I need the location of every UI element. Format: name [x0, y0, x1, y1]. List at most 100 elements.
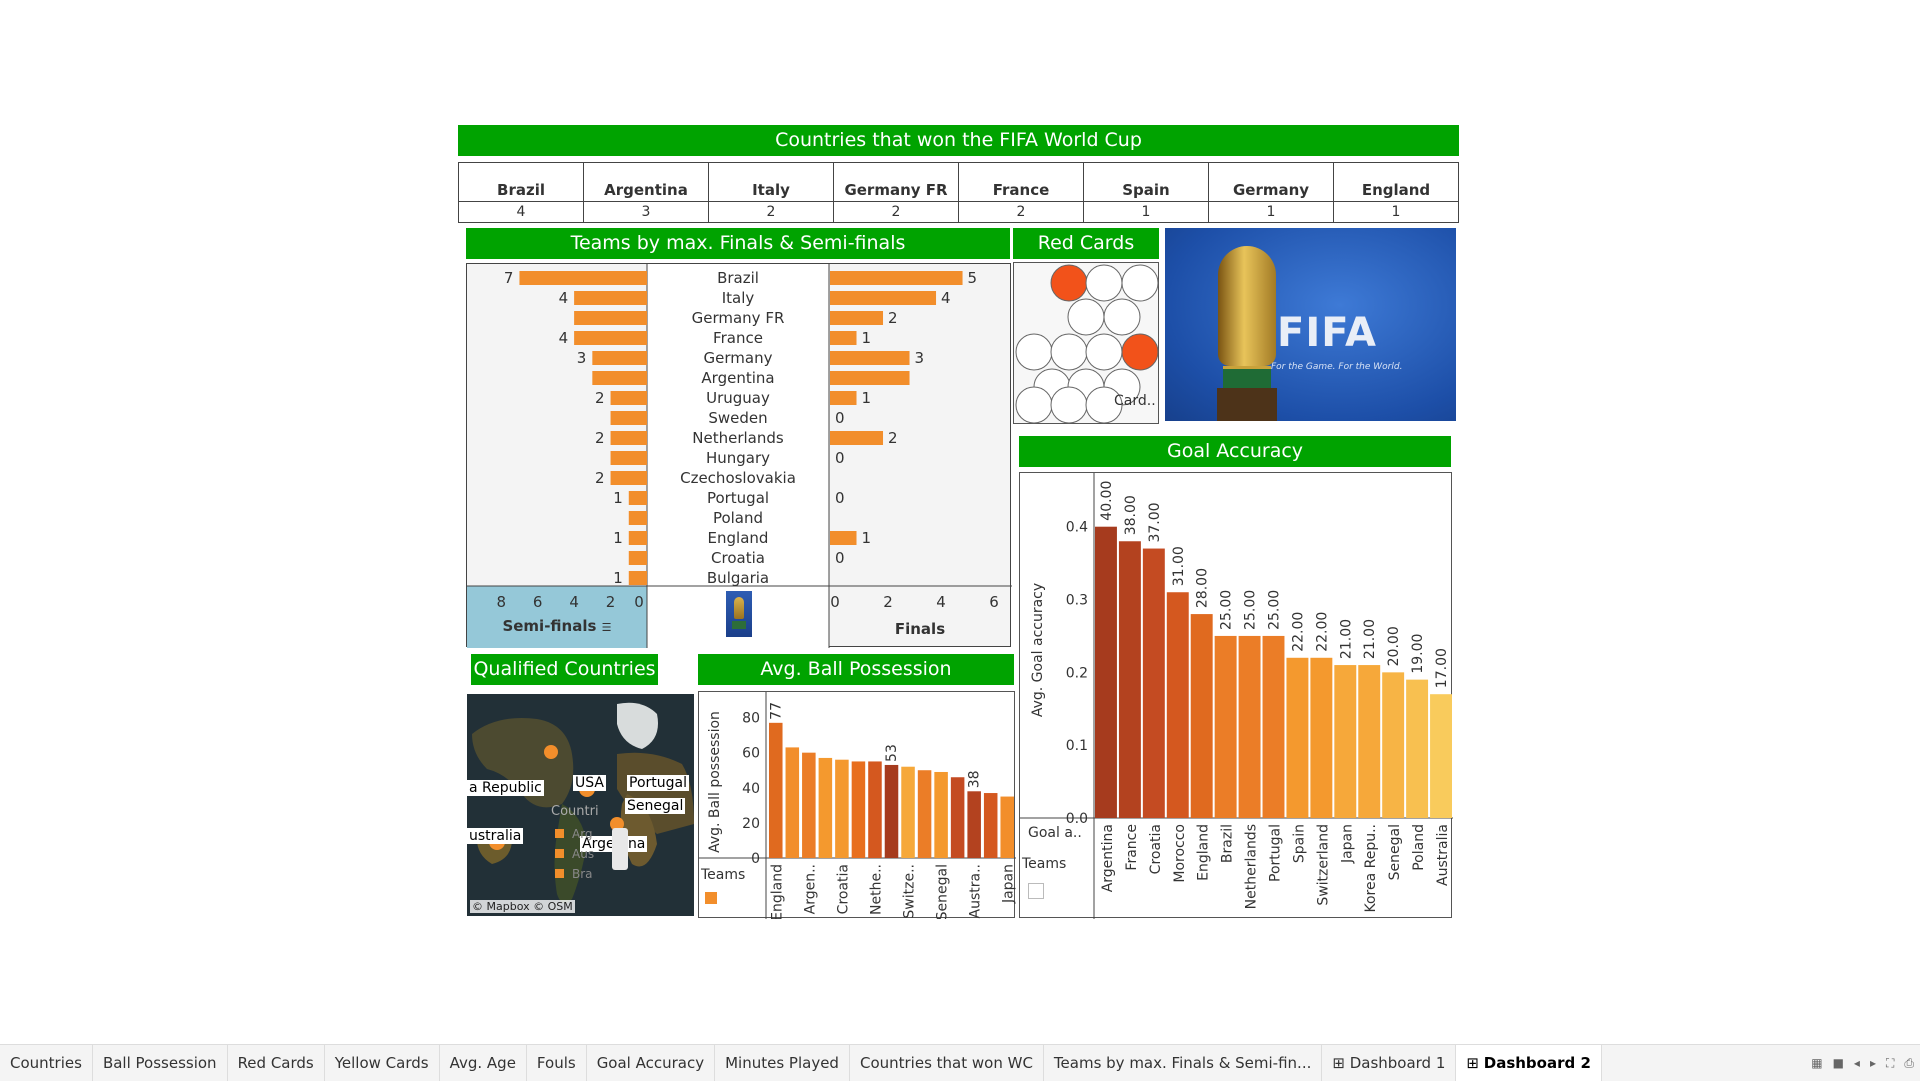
goal-accuracy-bar[interactable]	[1214, 635, 1237, 818]
semi-finals-bar[interactable]	[628, 491, 647, 505]
sheet-tab[interactable]: Countries that won WC	[850, 1045, 1044, 1081]
semi-finals-bar[interactable]	[628, 531, 647, 545]
semi-finals-bar[interactable]	[610, 431, 647, 445]
semi-finals-bar[interactable]	[610, 471, 647, 485]
red-card-circle[interactable]	[1050, 264, 1088, 302]
goal-accuracy-bar[interactable]	[1286, 657, 1309, 818]
finals-value-label: 3	[915, 349, 925, 367]
possession-bar[interactable]	[851, 761, 866, 858]
goal-accuracy-bar[interactable]	[1334, 665, 1357, 818]
finals-bar[interactable]	[830, 291, 937, 305]
empty-card-circle[interactable]	[1085, 386, 1123, 424]
sheet-tab[interactable]: Teams by max. Finals & Semi-fin...	[1044, 1045, 1323, 1081]
possession-bar[interactable]	[1000, 796, 1014, 858]
possession-bar[interactable]	[818, 757, 833, 858]
sheet-tab[interactable]: Yellow Cards	[325, 1045, 440, 1081]
empty-card-circle[interactable]	[1067, 298, 1105, 336]
possession-bar[interactable]	[983, 793, 998, 858]
semi-finals-bar[interactable]	[519, 271, 647, 285]
red-card-circle[interactable]	[1121, 333, 1159, 371]
semi-finals-axis-label[interactable]: Semi-finals ☰	[467, 617, 647, 635]
possession-chart[interactable]: 0 20 40 60 80 Avg. Ball possession 77 England Ar…	[698, 691, 1017, 921]
goal-accuracy-bar[interactable]	[1310, 657, 1333, 818]
goal-accuracy-bar[interactable]	[1166, 592, 1189, 818]
qualified-title: Qualified Countries	[471, 654, 658, 685]
sheet-tab[interactable]: Avg. Age	[440, 1045, 527, 1081]
sheet-tab[interactable]: Countries	[0, 1045, 93, 1081]
empty-card-circle[interactable]	[1050, 386, 1088, 424]
finals-bar[interactable]	[830, 311, 884, 325]
possession-bar[interactable]	[917, 770, 932, 858]
semi-finals-bar[interactable]	[610, 451, 647, 465]
semi-finals-bar[interactable]	[628, 511, 647, 525]
finals-bar[interactable]	[830, 271, 963, 285]
finals-bar[interactable]	[830, 391, 857, 405]
sheet-tab[interactable]: ⊞ Dashboard 2	[1456, 1045, 1602, 1081]
empty-card-circle[interactable]	[1085, 264, 1123, 302]
semi-finals-bar[interactable]	[592, 371, 647, 385]
empty-card-circle[interactable]	[1103, 298, 1141, 336]
possession-bar[interactable]	[769, 722, 783, 858]
finals-bar[interactable]	[830, 351, 910, 365]
prev-sheet-icon[interactable]: ◂	[1853, 1056, 1860, 1070]
fullscreen-icon[interactable]: ⛶	[1885, 1055, 1895, 1070]
goal-accuracy-bar[interactable]	[1262, 635, 1285, 818]
sheet-tab[interactable]: Minutes Played	[715, 1045, 850, 1081]
semi-finals-bar[interactable]	[574, 291, 647, 305]
semi-finals-bar[interactable]	[628, 551, 647, 565]
sheet-tab[interactable]: Goal Accuracy	[587, 1045, 716, 1081]
possession-bar[interactable]	[950, 777, 965, 858]
sheet-tab[interactable]: Red Cards	[228, 1045, 325, 1081]
goal-accuracy-bar[interactable]	[1118, 541, 1141, 818]
finals-bar[interactable]	[830, 531, 857, 545]
goal-accuracy-bar[interactable]	[1190, 614, 1213, 818]
finals-bar[interactable]	[830, 331, 857, 345]
qualified-map[interactable]: a Republic USA Portugal Senegal ustralia…	[467, 694, 694, 916]
finals-bar[interactable]	[830, 431, 884, 445]
possession-bar[interactable]	[884, 764, 899, 858]
finals-semis-chart[interactable]: 7 Brazil 5 4 Italy 4 Germany FR 2 4 France 1 3 Germa…	[466, 263, 1012, 648]
red-cards-chart[interactable]: Card..	[1013, 262, 1159, 424]
semi-finals-bar[interactable]	[610, 411, 647, 425]
filmstrip-icon[interactable]: ■	[1832, 1056, 1844, 1070]
possession-bar[interactable]	[785, 747, 800, 858]
possession-bar[interactable]	[802, 752, 816, 858]
semi-finals-bar[interactable]	[592, 351, 647, 365]
goal-accuracy-bar[interactable]	[1238, 635, 1261, 818]
goal-accuracy-bar[interactable]	[1406, 679, 1429, 818]
semi-finals-bar[interactable]	[574, 311, 647, 325]
sheet-tab[interactable]: ⊞ Dashboard 1	[1322, 1045, 1457, 1081]
semi-finals-bar[interactable]	[628, 571, 647, 585]
goal-accuracy-bar[interactable]	[1382, 672, 1405, 818]
semi-finals-bar[interactable]	[610, 391, 647, 405]
goal-accuracy-chart[interactable]: 0.0 0.1 0.2 0.3 0.4 Avg. Goal accuracy 40.00 Ar…	[1019, 472, 1453, 919]
empty-card-circle[interactable]	[1050, 333, 1088, 371]
sheet-tab[interactable]: Ball Possession	[93, 1045, 228, 1081]
goal-accuracy-bar[interactable]	[1430, 694, 1452, 818]
sort-icon[interactable]: ☰	[601, 621, 612, 634]
legend-checkbox[interactable]	[1028, 883, 1044, 899]
empty-card-circle[interactable]	[1085, 333, 1123, 371]
possession-bar[interactable]	[901, 766, 915, 858]
goal-accuracy-bar[interactable]	[1142, 548, 1165, 818]
goal-accuracy-y-tick: 0.3	[1066, 593, 1088, 609]
possession-bar[interactable]	[934, 771, 948, 858]
goal-accuracy-filter[interactable]: Goal a..	[1028, 825, 1082, 841]
team-name-label: Germany FR	[692, 309, 785, 327]
grid-view-icon[interactable]: ▦	[1811, 1056, 1823, 1070]
next-sheet-icon[interactable]: ▸	[1869, 1056, 1876, 1070]
sheet-tab[interactable]: Fouls	[527, 1045, 587, 1081]
winner-column: France 2	[959, 163, 1084, 222]
possession-bar[interactable]	[967, 791, 981, 858]
possession-bar[interactable]	[835, 759, 849, 858]
empty-card-circle[interactable]	[1015, 386, 1053, 424]
present-icon[interactable]: ⎙	[1904, 1055, 1914, 1070]
goal-accuracy-bar[interactable]	[1095, 526, 1117, 818]
finals-bar[interactable]	[830, 371, 910, 385]
goal-accuracy-bar[interactable]	[1358, 665, 1381, 818]
empty-card-circle[interactable]	[1015, 333, 1053, 371]
map-scroll-handle[interactable]	[612, 828, 628, 870]
semi-finals-bar[interactable]	[574, 331, 647, 345]
empty-card-circle[interactable]	[1121, 264, 1159, 302]
possession-bar[interactable]	[868, 761, 882, 858]
